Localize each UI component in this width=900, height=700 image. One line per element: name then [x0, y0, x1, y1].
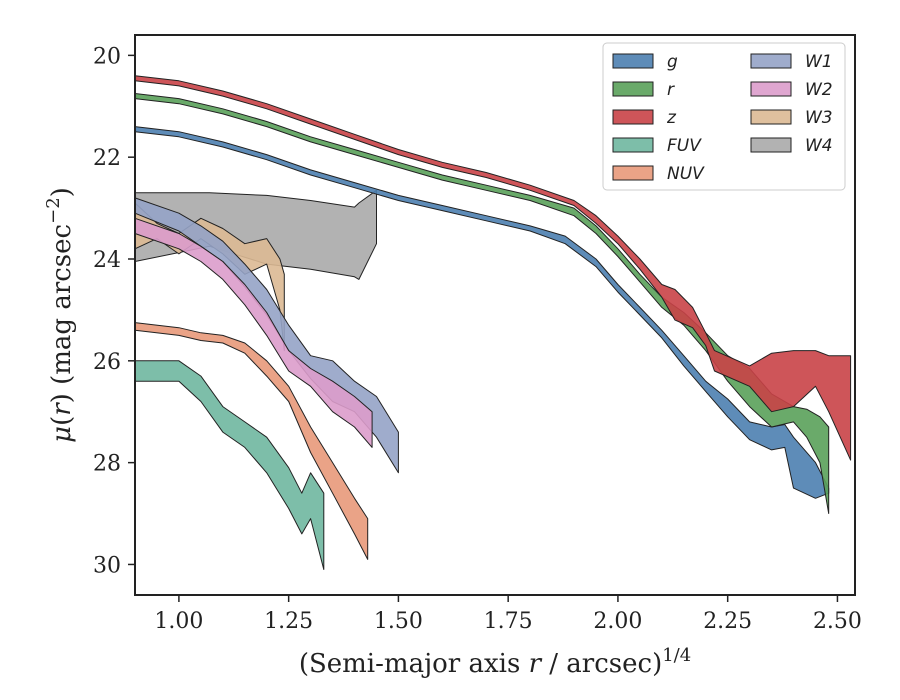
- legend-label-r: r: [667, 80, 675, 100]
- y-axis-title-unit: (mag arcsec: [47, 224, 77, 393]
- legend-swatch-w2: [750, 81, 792, 97]
- band-z: [134, 75, 852, 461]
- x-axis-title-var: r: [529, 649, 543, 679]
- y-axis-ticks: 20 22 24 26 28 30: [93, 44, 135, 578]
- band-r: [134, 93, 830, 514]
- legend-swatch-z: [612, 109, 654, 125]
- legend-swatch-w1: [750, 53, 792, 69]
- x-axis-title-pre: (Semi-major axis: [299, 649, 529, 679]
- y-tick-label: 30: [93, 553, 121, 578]
- band-fuv: [134, 360, 325, 570]
- legend-swatch-fuv: [612, 137, 654, 153]
- legend-label-w3: W3: [805, 108, 833, 128]
- x-axis-ticks: 1.00 1.25 1.50 1.75 2.00 2.25 2.50: [154, 595, 862, 634]
- plot-frame: [134, 34, 856, 596]
- legend-swatch-g: [612, 53, 654, 69]
- legend-swatch-w4: [750, 137, 792, 153]
- y-axis-title-mu: μ: [47, 426, 77, 443]
- legend-swatch-w3: [750, 109, 792, 125]
- y-axis-title-exponent: −2: [43, 197, 64, 224]
- y-tick-label: 26: [93, 350, 121, 375]
- legend-label-nuv: NUV: [667, 164, 705, 184]
- legend-label-z: z: [666, 108, 677, 128]
- legend-label-fuv: FUV: [667, 136, 702, 156]
- x-tick-label: 1.00: [154, 609, 203, 634]
- y-tick-label: 24: [93, 248, 121, 273]
- y-axis-title-open: (: [47, 416, 77, 426]
- y-tick-label: 22: [93, 146, 121, 171]
- legend-swatch-nuv: [612, 165, 654, 181]
- legend-label-w4: W4: [805, 136, 833, 156]
- legend-box: [602, 42, 846, 191]
- legend: grz FUV NUV W1 W2 W3 W4: [602, 42, 846, 191]
- legend-swatch-r: [612, 81, 654, 97]
- legend-label-g: g: [667, 52, 678, 72]
- x-axis-title-exponent: 1/4: [662, 645, 691, 666]
- x-axis-title-post: / arcsec): [541, 649, 662, 679]
- x-tick-label: 1.50: [374, 609, 423, 634]
- x-tick-label: 2.25: [703, 609, 752, 634]
- band-w2: [134, 217, 373, 448]
- y-axis-title-var: r: [47, 402, 77, 416]
- x-tick-label: 1.25: [264, 609, 313, 634]
- x-tick-label: 2.00: [593, 609, 642, 634]
- y-axis-title: μ(r) (mag arcsec−2): [43, 187, 77, 443]
- profile-bands: [134, 75, 852, 570]
- x-tick-label: 2.50: [813, 609, 862, 634]
- y-axis-title-end: ): [47, 187, 77, 197]
- x-tick-label: 1.75: [484, 609, 533, 634]
- x-axis-title: (Semi-major axis r / arcsec)1/4: [299, 645, 691, 679]
- y-tick-label: 20: [93, 44, 121, 69]
- legend-label-w2: W2: [805, 80, 833, 100]
- band-nuv: [134, 322, 369, 560]
- y-axis-title-close: ): [47, 393, 77, 403]
- legend-label-w1: W1: [805, 52, 833, 72]
- y-tick-label: 28: [93, 452, 121, 477]
